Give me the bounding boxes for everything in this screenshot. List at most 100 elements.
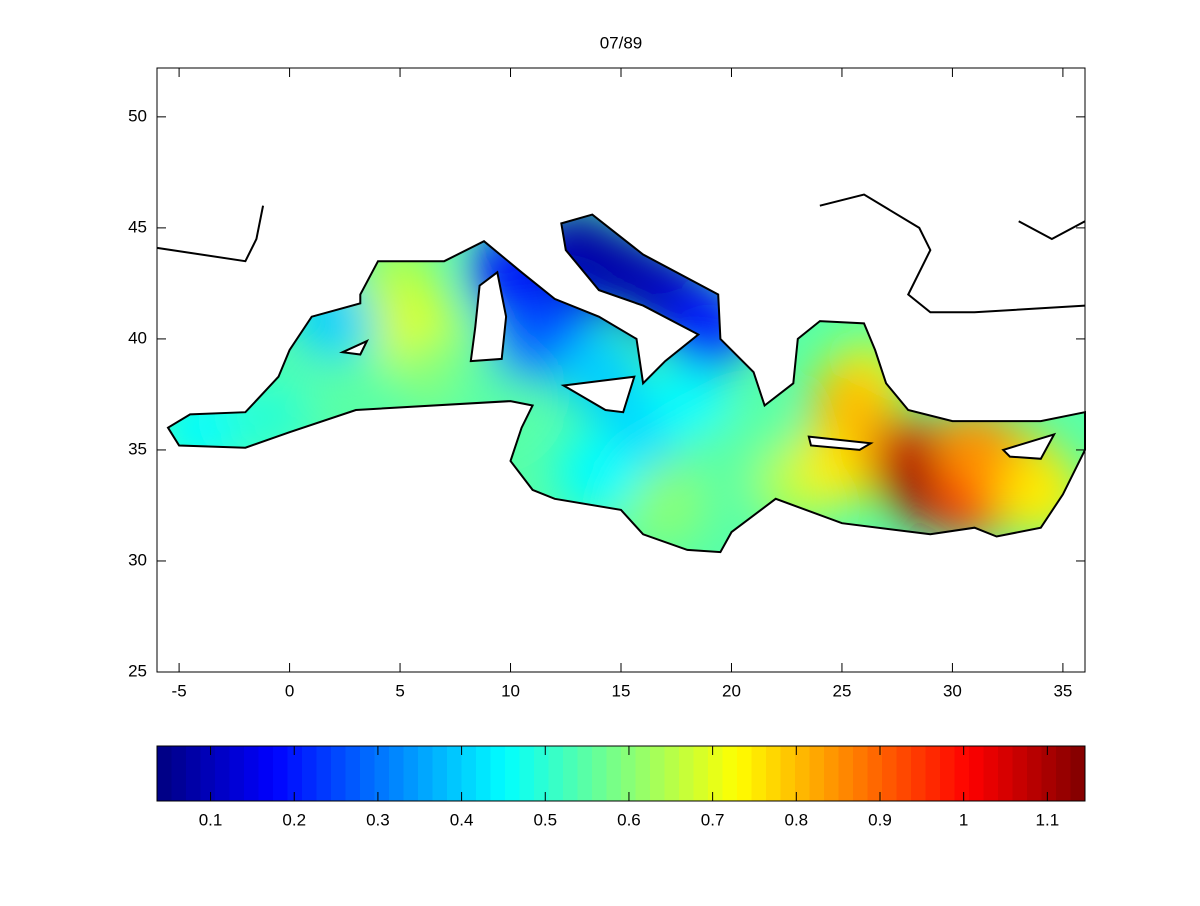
colorbar-cell xyxy=(1070,746,1086,801)
colorbar-cell xyxy=(679,746,694,801)
colorbar-cell xyxy=(780,746,796,801)
colorbar-cell xyxy=(766,746,781,801)
colorbar-cell xyxy=(563,746,578,801)
colorbar-tick-label: 0.1 xyxy=(199,810,223,829)
colorbar-cell xyxy=(969,746,984,801)
coastline xyxy=(819,193,1086,314)
colorbar-cell xyxy=(664,746,680,801)
colorbar-cell xyxy=(708,746,723,801)
colorbar-tick-label: 1.1 xyxy=(1036,810,1060,829)
colorbar-cell xyxy=(867,746,883,801)
colorbar-cell xyxy=(447,746,462,801)
colorbar-cell xyxy=(795,746,810,801)
colorbar-cell xyxy=(215,746,230,801)
y-tick-label: 35 xyxy=(128,439,147,458)
island xyxy=(1001,432,1057,460)
colorbar-frame xyxy=(156,745,1086,802)
field-sample xyxy=(534,214,619,293)
colorbar-cell xyxy=(896,746,912,801)
colorbar-cell xyxy=(693,746,709,801)
colorbar-cell xyxy=(1012,746,1028,801)
colorbar-cell xyxy=(345,746,361,801)
colorbar-cell xyxy=(476,746,491,801)
land-layer xyxy=(156,193,1086,554)
colorbar-cell xyxy=(1056,746,1071,801)
y-tick-label: 40 xyxy=(128,328,147,347)
colorbar-cell xyxy=(200,746,216,801)
colorbar-cell xyxy=(621,746,636,801)
colorbar-cell xyxy=(722,746,738,801)
colorbar-cell xyxy=(432,746,448,801)
colorbar-cell xyxy=(505,746,520,801)
colorbar-tick-label: 0.8 xyxy=(784,810,808,829)
colorbar-tick-label: 0.7 xyxy=(701,810,725,829)
island xyxy=(339,339,370,356)
x-tick-label: 35 xyxy=(1053,681,1072,700)
colorbar-cell xyxy=(751,746,767,801)
y-tick-label: 45 xyxy=(128,217,147,236)
coastline xyxy=(1018,220,1086,241)
colorbar-cell xyxy=(548,746,564,801)
x-tick-label: 10 xyxy=(501,681,520,700)
colorbar-cell xyxy=(925,746,941,801)
colorbar-cell xyxy=(360,746,375,801)
colorbar-tick-label: 1 xyxy=(959,810,968,829)
colorbar-cell xyxy=(606,746,622,801)
y-tick-label: 50 xyxy=(128,106,147,125)
colorbar-cell xyxy=(824,746,839,801)
colorbar-tick-label: 0.2 xyxy=(282,810,306,829)
field-sample xyxy=(811,363,895,448)
colorbar-cell xyxy=(374,746,390,801)
colorbar-cell xyxy=(650,746,665,801)
field-sample xyxy=(313,341,398,426)
axes: -5 0 5 10 15 20 25 30 35 25 30 35 40 45 50 xyxy=(128,68,1085,700)
colorbar-tick-label: 0.9 xyxy=(868,810,892,829)
field-sample xyxy=(932,407,1017,492)
colorbar-cell xyxy=(635,746,651,801)
colorbar-cell xyxy=(244,746,259,801)
colorbar: 0.1 0.2 0.3 0.4 0.5 0.6 0.7 0.8 0.9 1 1.1 xyxy=(157,746,1086,829)
colorbar-cell xyxy=(882,746,897,801)
x-tick-label: 20 xyxy=(722,681,741,700)
x-tick-label: 25 xyxy=(832,681,851,700)
x-tick-label: 15 xyxy=(612,681,631,700)
colorbar-tick-label: 0.3 xyxy=(366,810,390,829)
colorbar-cell xyxy=(273,746,288,801)
field-sample xyxy=(623,463,708,548)
coastline xyxy=(166,213,1086,554)
colorbar-cell xyxy=(940,746,955,801)
colorbar-cell xyxy=(983,746,999,801)
island xyxy=(560,375,636,414)
colorbar-cell xyxy=(302,746,317,801)
colorbar-cell xyxy=(998,746,1013,801)
colorbar-cell xyxy=(577,746,593,801)
x-tick-label: -5 xyxy=(172,681,187,700)
colorbar-cell xyxy=(287,746,303,801)
colorbar-cell xyxy=(461,746,477,801)
colorbar-cell xyxy=(534,746,549,801)
x-tick-label: 5 xyxy=(395,681,404,700)
colorbar-tick-label: 0.6 xyxy=(617,810,641,829)
colorbar-cell xyxy=(853,746,868,801)
colorbar-cell xyxy=(258,746,274,801)
colorbar-tick-label: 0.5 xyxy=(533,810,557,829)
x-tick-label: 0 xyxy=(285,681,294,700)
colorbar-cell xyxy=(809,746,825,801)
colorbar-cell xyxy=(186,746,201,801)
field-sample xyxy=(556,430,641,515)
y-tick-label: 25 xyxy=(128,661,147,680)
colorbar-cell xyxy=(418,746,433,801)
colorbar-cell xyxy=(490,746,506,801)
colorbar-cell xyxy=(911,746,926,801)
colorbar-tick-label: 0.4 xyxy=(450,810,474,829)
y-tick-label: 30 xyxy=(128,550,147,569)
colorbar-cell xyxy=(316,746,332,801)
colorbar-cell xyxy=(592,746,607,801)
coastline xyxy=(156,205,265,263)
colorbar-cell xyxy=(157,746,172,801)
island xyxy=(469,270,508,363)
colorbar-cell xyxy=(737,746,752,801)
colorbar-cell xyxy=(838,746,854,801)
